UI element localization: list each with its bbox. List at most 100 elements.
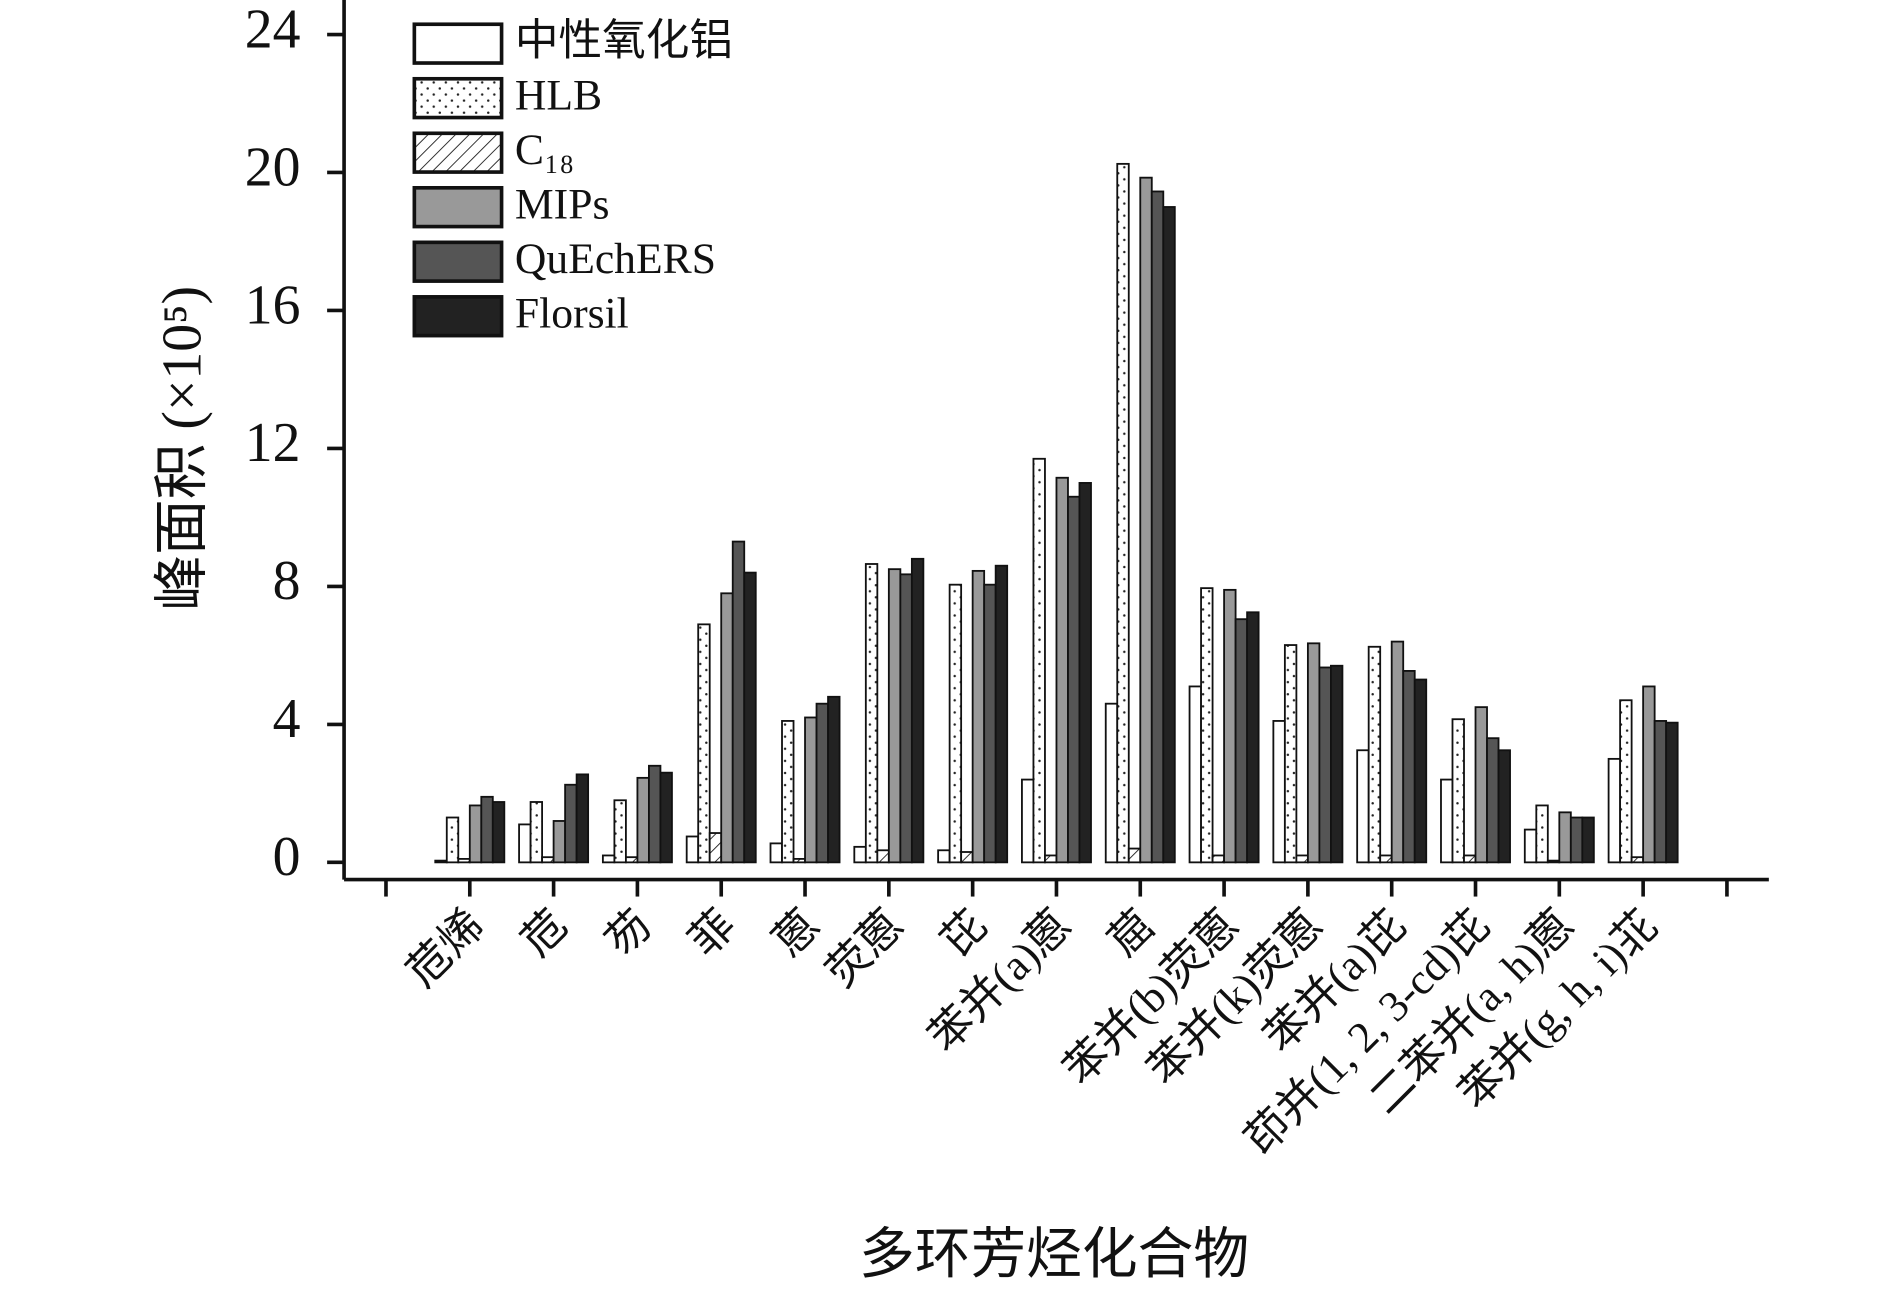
- bar: [659, 771, 673, 864]
- legend-swatch: [412, 295, 504, 338]
- bar: [983, 583, 997, 864]
- legend-label: HLB: [515, 71, 602, 119]
- bar: [769, 842, 783, 864]
- legend-label: C₁₈: [515, 126, 575, 174]
- y-tick-label: 4: [273, 688, 301, 750]
- bar: [1246, 611, 1260, 864]
- bar: [434, 859, 448, 864]
- bar: [1558, 811, 1572, 864]
- bar: [1272, 720, 1286, 864]
- legend-label: QuEchERS: [515, 235, 716, 283]
- bar: [1535, 804, 1549, 864]
- bar: [445, 816, 460, 864]
- bar: [1569, 816, 1584, 864]
- bar: [1127, 847, 1142, 864]
- bar: [864, 563, 879, 864]
- bar: [1402, 670, 1416, 864]
- bar: [601, 854, 616, 864]
- bar: [1330, 664, 1344, 864]
- bar: [994, 564, 1009, 864]
- bar: [1318, 666, 1332, 864]
- bar: [1223, 588, 1237, 864]
- bar: [1139, 176, 1153, 864]
- bar: [960, 851, 974, 864]
- bar: [1200, 587, 1214, 864]
- bar: [1440, 778, 1454, 864]
- bar: [1211, 854, 1225, 864]
- bar: [1078, 482, 1092, 864]
- bar: [1188, 685, 1202, 864]
- bar: [1295, 854, 1309, 864]
- bar: [552, 820, 567, 864]
- legend-swatch: [412, 76, 504, 120]
- y-tick-label: 12: [245, 412, 301, 474]
- bar: [1486, 737, 1500, 864]
- bar: [468, 804, 483, 864]
- bar: [636, 776, 650, 864]
- bar: [1021, 778, 1035, 864]
- legend-swatch: [412, 22, 504, 65]
- bar: [575, 773, 590, 864]
- bar: [697, 623, 711, 864]
- bar: [1104, 702, 1119, 864]
- bar: [1451, 718, 1465, 864]
- y-tick-label: 20: [245, 136, 301, 198]
- bar: [1653, 720, 1668, 864]
- bar: [457, 857, 471, 864]
- bar: [491, 801, 506, 864]
- bar: [804, 716, 818, 864]
- bar: [708, 832, 723, 864]
- bar: [948, 583, 963, 864]
- bar: [1067, 495, 1081, 864]
- bar: [1607, 757, 1622, 864]
- bar: [971, 569, 986, 864]
- legend-swatch: [412, 185, 504, 229]
- bar: [1283, 644, 1298, 864]
- bar: [1055, 476, 1069, 864]
- bar: [720, 592, 734, 864]
- bar: [1367, 645, 1382, 864]
- bar: [1390, 640, 1405, 864]
- y-axis-title: 峰面积 (×10⁵): [152, 286, 214, 611]
- bar: [1413, 678, 1428, 864]
- bar: [1546, 859, 1561, 864]
- bar: [1032, 457, 1046, 864]
- bar: [937, 849, 951, 864]
- bar: [743, 571, 757, 864]
- legend-label: 中性氧化铝: [515, 17, 733, 65]
- x-tick-label: 蒽: [764, 901, 829, 966]
- x-tick-label: 芘: [932, 901, 997, 966]
- bar: [876, 849, 890, 864]
- y-tick-label: 16: [245, 274, 301, 336]
- bar: [564, 783, 578, 864]
- bar: [1162, 206, 1176, 864]
- bar: [827, 695, 841, 864]
- x-tick-label: 芴: [596, 901, 661, 966]
- legend-label: Florsil: [515, 289, 629, 337]
- bar: [1642, 685, 1656, 864]
- x-tick-label: 苊: [513, 901, 578, 966]
- bar: [792, 857, 806, 864]
- legend-swatch: [412, 131, 504, 174]
- y-tick-label: 8: [273, 550, 301, 612]
- x-tick-label: 苊烯: [398, 901, 494, 997]
- x-tick-label: 荧蒽: [817, 901, 913, 997]
- bar: [1356, 749, 1370, 864]
- y-tick-label: 24: [245, 0, 301, 60]
- bar: [887, 568, 902, 864]
- bar: [529, 801, 544, 864]
- bar: [1150, 190, 1165, 864]
- x-tick-label: 菲: [680, 901, 745, 966]
- bar: [910, 557, 925, 864]
- bar: [1523, 828, 1538, 864]
- bar: [1619, 699, 1633, 864]
- legend-label: MIPs: [515, 180, 610, 228]
- bar: [1474, 706, 1488, 864]
- bar: [541, 856, 555, 864]
- bar: [1497, 749, 1511, 864]
- bar: [1234, 618, 1249, 864]
- bar: [781, 720, 795, 864]
- bar: [480, 795, 494, 864]
- bar: [613, 799, 627, 864]
